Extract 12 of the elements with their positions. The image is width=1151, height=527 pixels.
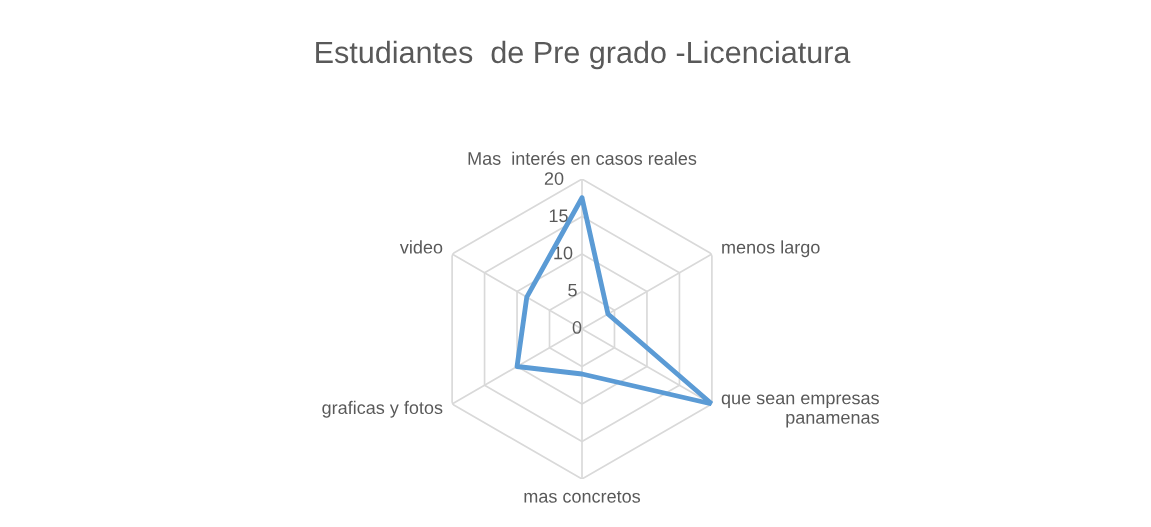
- spoke-label: Mas interés en casos reales: [468, 151, 697, 165]
- spoke-label: graficas y fotos: [322, 400, 443, 418]
- spoke-label: que sean empresas panamenas: [721, 394, 879, 428]
- chart-title: Estudiantes de Pre grado -Licenciatura: [316, 40, 851, 70]
- spoke-label: mas concretos: [524, 490, 641, 503]
- y-tick-label: 5: [568, 284, 577, 297]
- y-tick-label: 10: [554, 246, 573, 260]
- spoke-label: menos largo: [722, 240, 820, 258]
- y-tick-label: 0: [572, 321, 582, 334]
- spoke-label: video: [399, 240, 443, 254]
- y-tick-label: 20: [544, 172, 564, 185]
- y-tick-label: 15: [549, 209, 568, 223]
